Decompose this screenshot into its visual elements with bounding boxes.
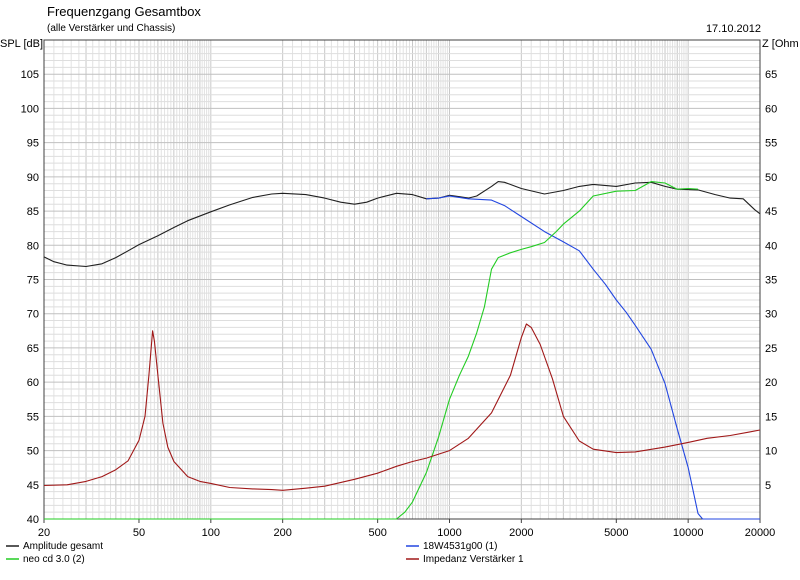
- y-tick-label-right: 15: [765, 411, 777, 423]
- y-tick-label-left: 60: [27, 377, 39, 389]
- y-tick-label-left: 55: [27, 411, 39, 423]
- x-tick-label: 20000: [745, 527, 776, 539]
- y-tick-label-left: 85: [27, 206, 39, 218]
- y-tick-label-left: 50: [27, 446, 39, 458]
- y-tick-label-right: 10: [765, 446, 777, 458]
- x-tick-label: 2000: [509, 527, 533, 539]
- x-tick-label: 1000: [437, 527, 461, 539]
- y-tick-label-right: 65: [765, 69, 777, 81]
- series-line-3: [44, 181, 699, 520]
- y-tick-label-left: 40: [27, 514, 39, 526]
- x-tick-label: 10000: [673, 527, 704, 539]
- y-tick-label-right: 40: [765, 240, 777, 252]
- chart-date: 17.10.2012: [705, 23, 761, 35]
- y-tick-label-left: 65: [27, 343, 39, 355]
- x-tick-label: 5000: [604, 527, 628, 539]
- legend-label: 18W4531g00 (1): [423, 541, 498, 552]
- plot-frame: [43, 39, 761, 520]
- y-tick-label-right: 45: [765, 206, 777, 218]
- y-axis-label-right: Z [Ohm: [762, 38, 799, 50]
- y-tick-label-left: 75: [27, 275, 39, 287]
- x-tick-label: 20: [38, 527, 50, 539]
- y-tick-label-left: 90: [27, 172, 39, 184]
- legend-label: neo cd 3.0 (2): [23, 554, 85, 565]
- y-tick-label-left: 80: [27, 240, 39, 252]
- chart-title: Frequenzgang Gesamtbox: [47, 4, 201, 19]
- y-tick-label-right: 55: [765, 138, 777, 150]
- y-tick-label-right: 5: [765, 480, 771, 492]
- y-tick-label-right: 35: [765, 275, 777, 287]
- legend-label: Amplitude gesamt: [23, 541, 103, 552]
- legend-label: Impedanz Verstärker 1: [423, 554, 524, 565]
- y-tick-label-right: 25: [765, 343, 777, 355]
- y-axis-label-left: SPL [dB]: [0, 38, 44, 50]
- y-tick-label-right: 20: [765, 377, 777, 389]
- x-tick-label: 200: [273, 527, 291, 539]
- y-tick-label-right: 50: [765, 172, 777, 184]
- y-tick-label-left: 45: [27, 480, 39, 492]
- series-line-2: [426, 195, 760, 520]
- series-line-4: [43, 323, 761, 491]
- y-tick-label-right: 60: [765, 103, 777, 115]
- x-tick-label: 100: [202, 527, 220, 539]
- x-tick-label: 50: [133, 527, 145, 539]
- y-tick-label-left: 100: [21, 103, 39, 115]
- x-tick-label: 500: [368, 527, 386, 539]
- y-tick-label-left: 70: [27, 309, 39, 321]
- y-tick-label-right: 30: [765, 309, 777, 321]
- y-tick-label-left: 95: [27, 138, 39, 150]
- chart-subtitle: (alle Verstärker und Chassis): [47, 23, 176, 34]
- y-tick-label-left: 105: [21, 69, 39, 81]
